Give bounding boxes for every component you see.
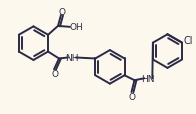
Text: HN: HN [142, 74, 155, 83]
Text: OH: OH [70, 23, 84, 32]
Text: O: O [58, 8, 65, 16]
Text: NH: NH [65, 53, 79, 62]
Text: O: O [129, 92, 135, 101]
Text: Cl: Cl [183, 35, 193, 45]
Text: O: O [52, 69, 59, 78]
